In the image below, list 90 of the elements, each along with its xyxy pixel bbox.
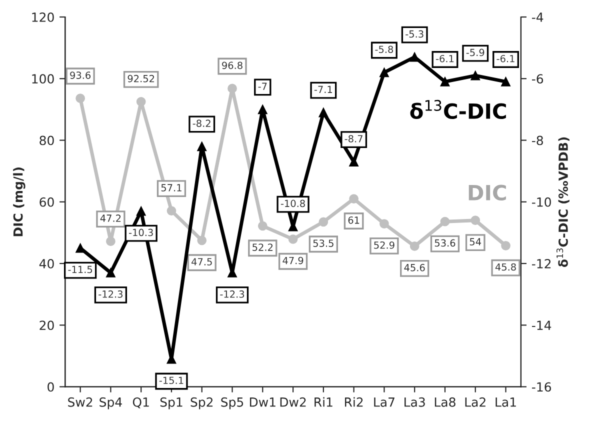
- point: [349, 157, 359, 167]
- y2-tick-label: -4: [532, 12, 544, 22]
- series-label: DIC: [468, 184, 506, 201]
- y2-tick-label: -10: [532, 197, 551, 207]
- data-label: -7: [258, 82, 267, 90]
- point: [258, 221, 268, 231]
- point: [318, 217, 328, 227]
- x-tick-label: Ri1: [314, 397, 332, 407]
- y2-tick-label: -12: [532, 258, 551, 268]
- data-label: -6.1: [496, 54, 514, 62]
- data-label: 96.8: [222, 62, 242, 70]
- point: [470, 216, 480, 226]
- data-label: 52.9: [374, 241, 394, 249]
- data-label: -7.1: [314, 86, 332, 93]
- x-tick-label: Dw2: [280, 397, 306, 407]
- y-tick-label: 60: [40, 197, 54, 207]
- x-tick-label: La2: [465, 397, 486, 407]
- data-label: 54: [470, 238, 482, 246]
- point: [349, 194, 359, 204]
- point: [318, 108, 328, 118]
- point: [410, 52, 420, 62]
- data-label: -15.1: [159, 376, 184, 384]
- y-axis-title: DIC (mg/l): [13, 168, 26, 236]
- point: [197, 236, 207, 246]
- point: [228, 84, 237, 94]
- data-label: 52.2: [252, 244, 272, 251]
- x-tick-label: La3: [404, 397, 425, 407]
- data-label: 45.8: [495, 263, 516, 271]
- point: [380, 219, 389, 228]
- y-tick-label: 20: [40, 320, 54, 330]
- x-tick-label: La1: [496, 398, 516, 407]
- y-tick-label: 120: [32, 12, 54, 22]
- data-label: -12.3: [98, 290, 123, 298]
- x-tick-label: Dw1: [250, 398, 276, 407]
- data-label: 53.6: [434, 239, 456, 247]
- y2-tick-label: -14: [532, 320, 552, 330]
- data-label: -8.7: [344, 135, 362, 142]
- data-label: 92.52: [128, 74, 154, 82]
- point: [106, 236, 116, 246]
- point: [76, 94, 85, 104]
- point: [258, 104, 268, 114]
- x-tick-label: Q1: [132, 397, 149, 408]
- data-label: 45.6: [404, 264, 425, 272]
- y2-axis-title: δ$^{13}$C-DIC (‰VPDB): [556, 137, 570, 268]
- data-label: 47.9: [282, 256, 304, 264]
- point: [380, 68, 389, 78]
- x-tick-label: La7: [374, 398, 394, 407]
- point: [501, 240, 510, 250]
- point: [470, 70, 480, 80]
- data-label: -10.8: [280, 200, 305, 208]
- x-tick-label: Sw2: [68, 397, 92, 407]
- point: [166, 206, 176, 216]
- data-label: 61: [348, 216, 360, 224]
- data-label: 53.5: [313, 240, 334, 247]
- x-tick-label: La8: [434, 397, 456, 407]
- point: [288, 234, 298, 244]
- data-label: 93.6: [70, 72, 91, 79]
- x-tick-label: Sp1: [160, 397, 182, 410]
- point: [501, 77, 510, 86]
- point: [197, 142, 207, 152]
- point: [106, 268, 116, 278]
- y-tick-label: 80: [40, 136, 54, 146]
- x-tick-label: Sp4: [100, 397, 122, 410]
- data-label: -6.1: [436, 54, 454, 62]
- point: [136, 206, 146, 216]
- point: [410, 242, 420, 251]
- series-label: δ$^{13}$C-DIC: [410, 100, 506, 120]
- y2-tick-label: -16: [532, 382, 552, 392]
- y2-tick-label: -8: [532, 136, 543, 146]
- data-label: -8.2: [192, 120, 210, 128]
- data-label: -11.5: [68, 266, 92, 274]
- x-tick-label: Sp5: [221, 397, 244, 410]
- y2-tick-label: -6: [532, 74, 544, 84]
- data-label: 47.2: [100, 214, 121, 222]
- point: [76, 243, 85, 253]
- data-label: 57.1: [161, 184, 182, 192]
- point: [136, 96, 146, 106]
- y-tick-label: 0: [48, 382, 54, 392]
- data-label: -10.3: [128, 228, 153, 236]
- data-label: -5.8: [375, 46, 394, 54]
- y-tick-label: 100: [32, 74, 54, 84]
- x-tick-label: Ri2: [344, 397, 363, 407]
- data-label: -12.3: [220, 290, 244, 298]
- point: [440, 77, 450, 86]
- y-tick-label: 40: [39, 258, 54, 268]
- data-label: 47.5: [192, 258, 212, 266]
- data-label: -5.9: [466, 48, 484, 56]
- point: [440, 216, 450, 226]
- x-tick-label: Sp2: [190, 397, 213, 410]
- data-label: -5.3: [406, 30, 424, 38]
